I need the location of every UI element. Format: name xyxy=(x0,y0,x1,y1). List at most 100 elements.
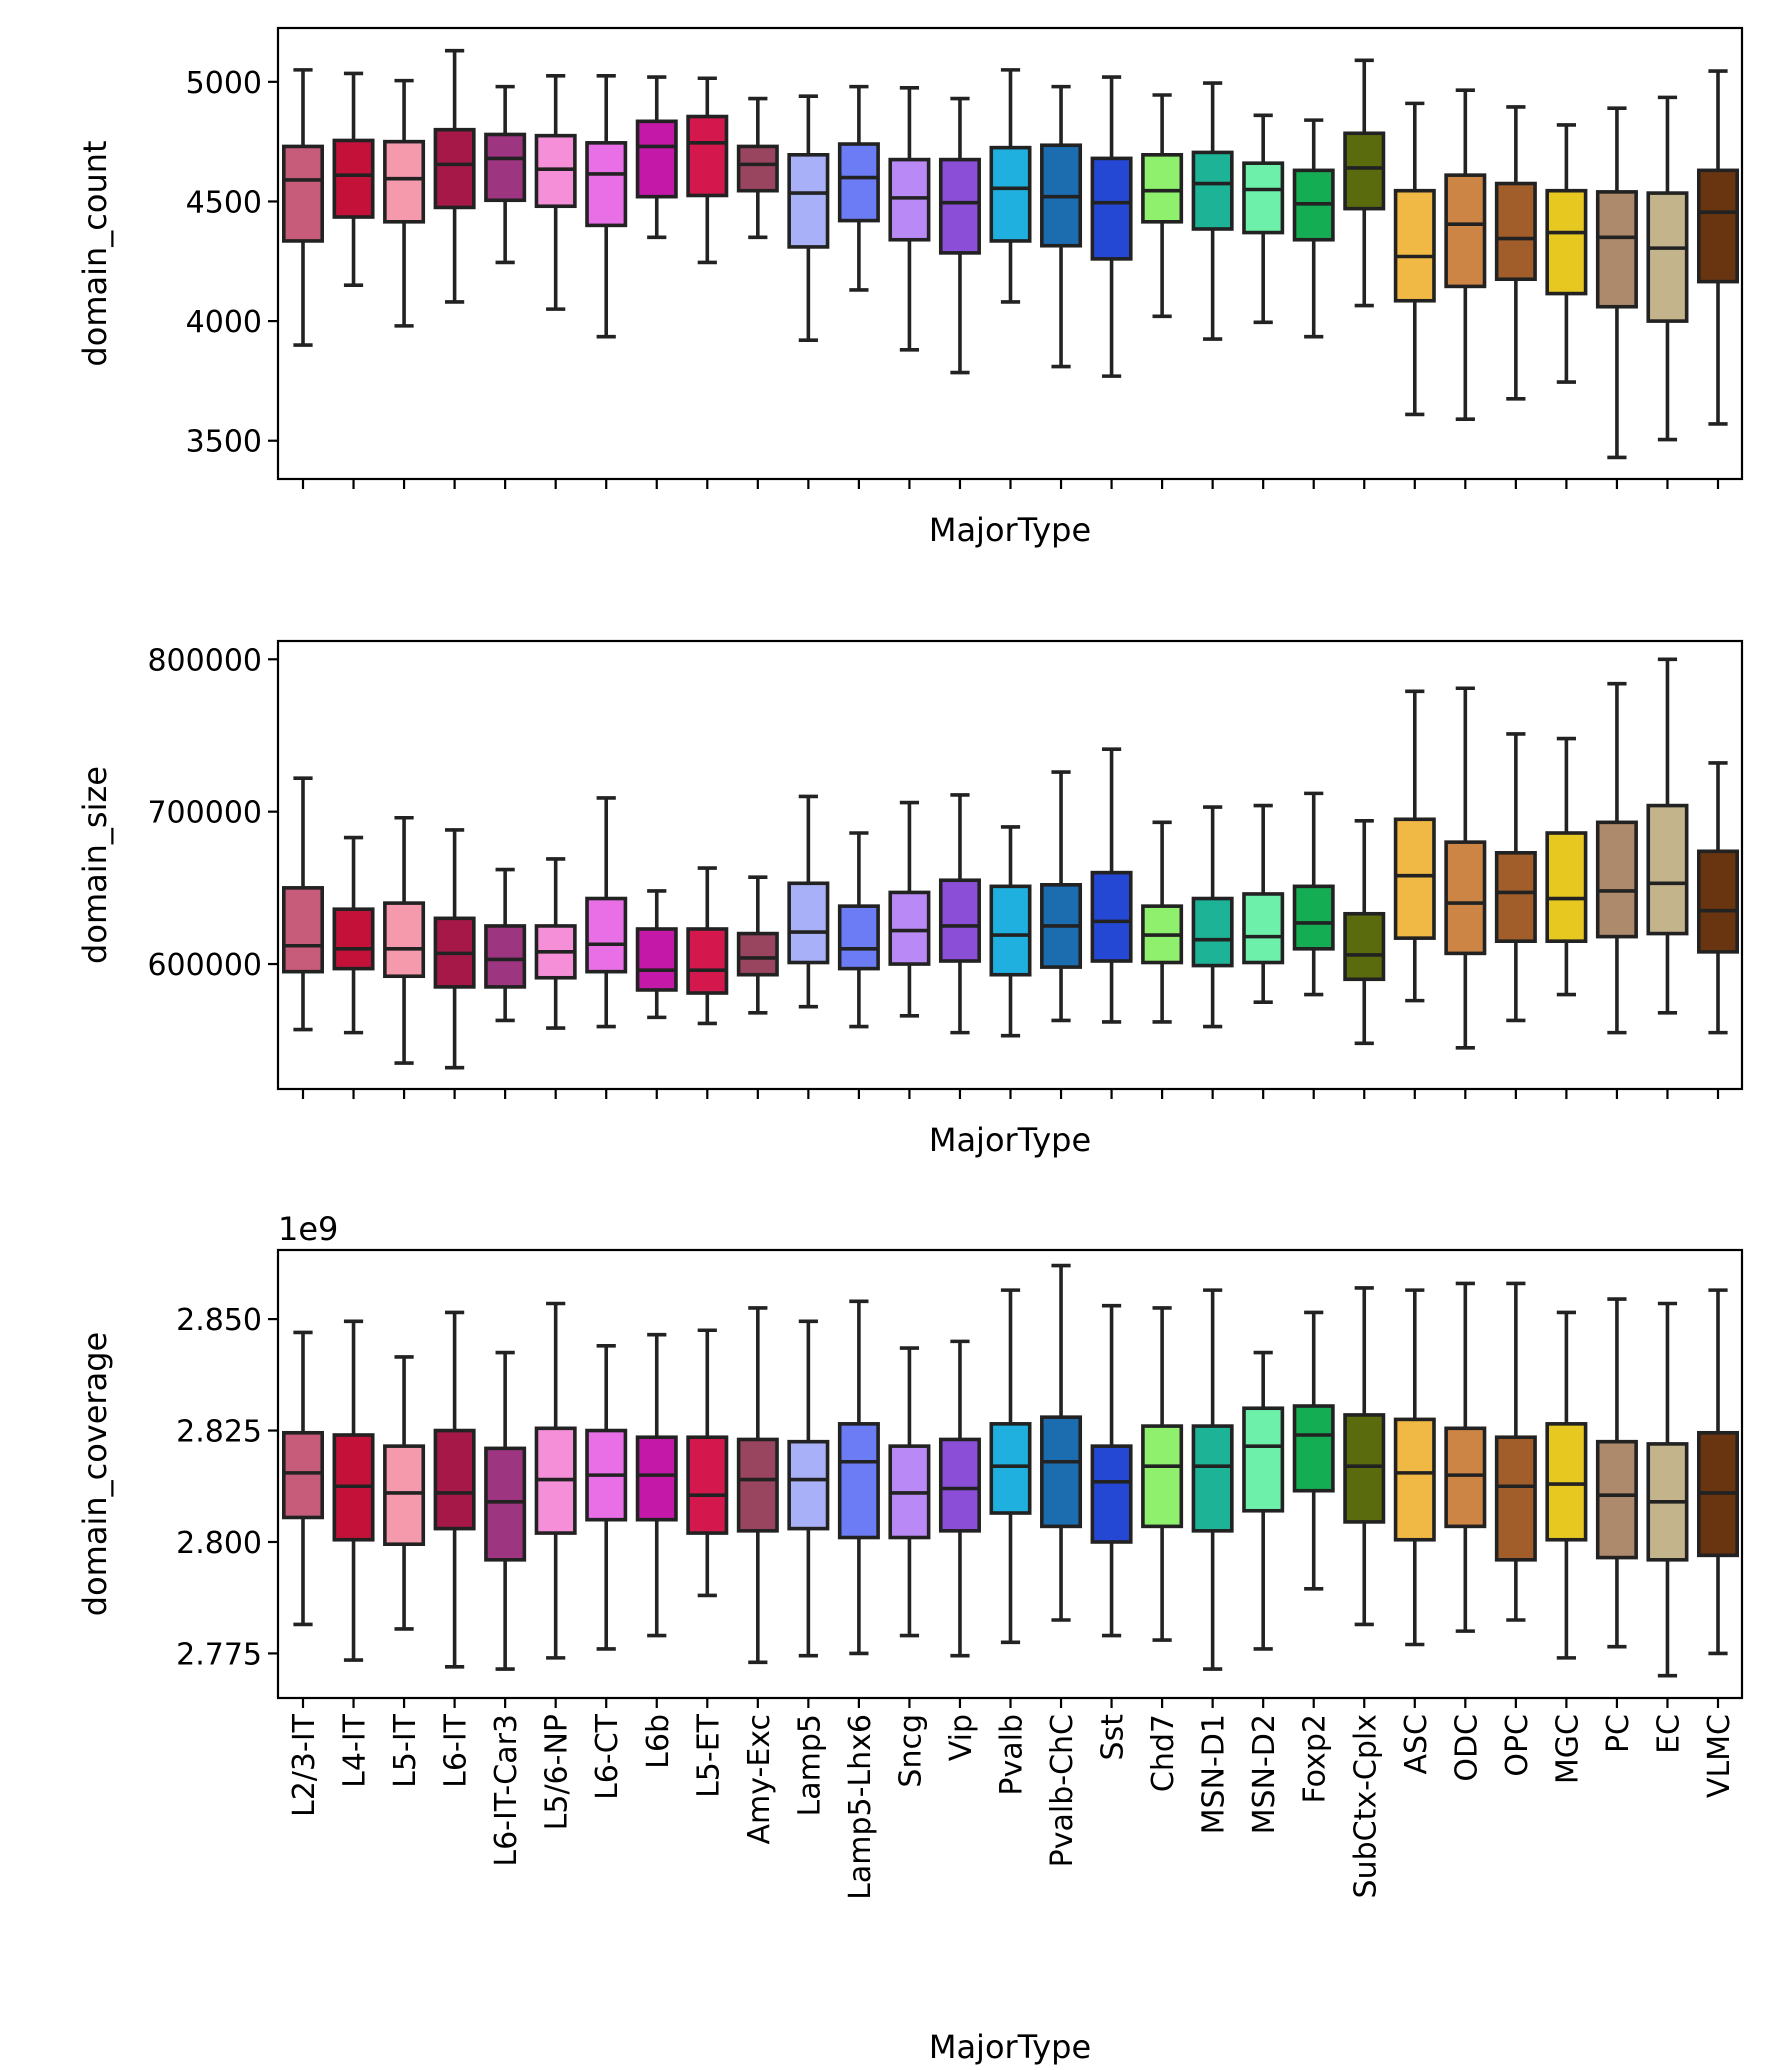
box-body xyxy=(1090,156,1133,261)
box-body xyxy=(1545,188,1588,296)
x-tick-label-l5-6-np: L5/6-NP xyxy=(540,1714,575,1830)
box-l2-3-it xyxy=(281,1330,325,1627)
box-opc xyxy=(1494,105,1537,401)
box-l6-ct xyxy=(585,796,628,1029)
box-body xyxy=(1141,153,1184,224)
box-asc xyxy=(1393,689,1436,1003)
box-l2-3-it xyxy=(281,68,325,347)
box-vip xyxy=(938,793,981,1035)
box-body xyxy=(585,896,628,974)
box-lamp5 xyxy=(787,794,830,1009)
box-lamp5 xyxy=(787,94,830,343)
box-l6-it-car3 xyxy=(484,867,527,1023)
axis-offset-label: 1e9 xyxy=(278,1210,338,1248)
box-body xyxy=(281,886,325,974)
y-axis-label: domain_count xyxy=(76,140,114,366)
box-vlmc xyxy=(1696,1288,1740,1656)
box-msn-d2 xyxy=(1242,803,1285,1004)
box-l5-6-np xyxy=(534,1301,577,1660)
box-body xyxy=(1242,161,1285,235)
x-tick-label-pc: PC xyxy=(1601,1714,1636,1753)
x-tick-label-amy-exc: Amy-Exc xyxy=(742,1714,777,1844)
box-body xyxy=(1191,896,1234,968)
box-lamp5-lhx6 xyxy=(837,831,880,1029)
box-body xyxy=(837,142,880,223)
box-body xyxy=(383,139,426,224)
box-msn-d1 xyxy=(1191,1288,1234,1671)
box-msn-d2 xyxy=(1242,1350,1285,1651)
y-tick-label: 2.850 xyxy=(176,1303,262,1338)
box-body xyxy=(484,1446,527,1562)
box-pvalb-chc xyxy=(1040,84,1083,369)
x-tick-label-ec: EC xyxy=(1651,1714,1686,1754)
box-body xyxy=(736,1437,779,1533)
box-pc xyxy=(1595,106,1638,460)
box-body xyxy=(938,157,981,255)
x-tick-label-sncg: Sncg xyxy=(893,1714,928,1788)
x-tick-label-l6b: L6b xyxy=(641,1714,676,1769)
x-tick-label-l6-ct: L6-CT xyxy=(590,1713,625,1800)
x-tick-label-chd7: Chd7 xyxy=(1146,1714,1181,1792)
box-pc xyxy=(1595,681,1638,1035)
box-body xyxy=(1444,173,1487,289)
box-body xyxy=(686,1435,729,1535)
x-tick-label-lamp5-lhx6: Lamp5-Lhx6 xyxy=(843,1714,878,1900)
box-l6-it xyxy=(433,1310,476,1669)
x-tick-label-vip: Vip xyxy=(944,1714,979,1761)
box-chd7 xyxy=(1141,1306,1184,1642)
box-body xyxy=(1494,851,1537,943)
y-tick-label: 4000 xyxy=(186,305,262,340)
box-body xyxy=(1393,817,1436,940)
box-body xyxy=(1242,892,1285,965)
box-body xyxy=(686,927,729,995)
box-body xyxy=(281,144,325,243)
box-body xyxy=(1595,820,1638,939)
y-tick-label: 2.775 xyxy=(176,1637,262,1672)
box-pvalb xyxy=(989,1288,1032,1645)
box-sst xyxy=(1090,1303,1133,1638)
y-tick-label: 2.825 xyxy=(176,1415,262,1450)
box-body xyxy=(837,904,880,971)
y-tick-label: 4500 xyxy=(186,185,262,220)
box-chd7 xyxy=(1141,820,1184,1024)
box-pc xyxy=(1595,1297,1638,1649)
box-body xyxy=(989,884,1032,977)
box-body xyxy=(1040,1415,1083,1529)
box-l4-it xyxy=(332,1319,375,1662)
box-sncg xyxy=(888,1346,931,1638)
box-body xyxy=(332,138,375,219)
box-l2-3-it xyxy=(281,776,325,1032)
box-ec xyxy=(1646,1301,1689,1678)
box-body xyxy=(1696,168,1740,284)
box-mgc xyxy=(1545,123,1588,384)
x-tick-label-l6-it: L6-IT xyxy=(439,1713,474,1787)
box-l6-it xyxy=(433,828,476,1070)
box-body xyxy=(433,1428,476,1531)
box-body xyxy=(1191,150,1234,231)
box-body xyxy=(635,927,678,992)
x-tick-label-l5-it: L5-IT xyxy=(388,1713,423,1787)
box-sst xyxy=(1090,75,1133,378)
y-tick-label: 2.800 xyxy=(176,1526,262,1561)
box-asc xyxy=(1393,101,1436,417)
box-amy-exc xyxy=(736,96,779,240)
box-body xyxy=(787,881,830,965)
box-odc xyxy=(1444,88,1487,421)
box-body xyxy=(989,1422,1032,1515)
box-l4-it xyxy=(332,835,375,1035)
box-body xyxy=(1242,1406,1285,1513)
box-body xyxy=(332,907,375,971)
box-body xyxy=(585,141,628,228)
box-subctx-cplx xyxy=(1343,58,1386,308)
x-axis-label: MajorType xyxy=(929,511,1091,549)
box-vip xyxy=(938,96,981,375)
box-ec xyxy=(1646,95,1689,442)
x-tick-label-opc: OPC xyxy=(1500,1714,1535,1777)
box-subctx-cplx xyxy=(1343,1286,1386,1627)
box-l6-it xyxy=(433,48,476,304)
x-tick-label-l6-it-car3: L6-IT-Car3 xyxy=(489,1714,524,1867)
y-tick-label: 600000 xyxy=(147,948,262,983)
box-body xyxy=(1141,1424,1184,1529)
box-body xyxy=(1191,1424,1234,1533)
